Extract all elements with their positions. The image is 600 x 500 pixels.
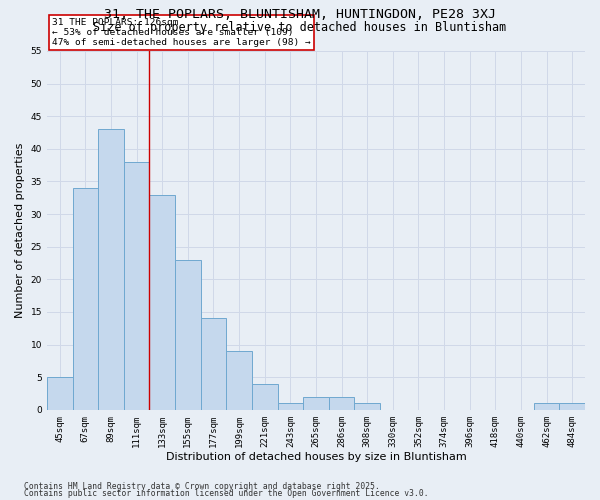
Bar (355, 404, 380, 410)
Bar (278, 404, 303, 410)
Text: Contains public sector information licensed under the Open Government Licence v3: Contains public sector information licen… (24, 490, 428, 498)
Text: Contains HM Land Registry data © Crown copyright and database right 2025.: Contains HM Land Registry data © Crown c… (24, 482, 380, 491)
Y-axis label: Number of detached properties: Number of detached properties (15, 142, 25, 318)
Bar (200, 318, 226, 410)
Bar (329, 397, 355, 410)
Bar (226, 351, 252, 410)
Bar (175, 260, 200, 410)
Text: 31, THE POPLARS, BLUNTISHAM, HUNTINGDON, PE28 3XJ: 31, THE POPLARS, BLUNTISHAM, HUNTINGDON,… (104, 8, 496, 20)
Bar (559, 404, 585, 410)
Bar (73, 188, 98, 410)
Text: Size of property relative to detached houses in Bluntisham: Size of property relative to detached ho… (94, 21, 506, 34)
Text: 31 THE POPLARS: 126sqm
← 53% of detached houses are smaller (109)
47% of semi-de: 31 THE POPLARS: 126sqm ← 53% of detached… (52, 18, 311, 48)
Bar (124, 162, 149, 410)
Bar (534, 404, 559, 410)
X-axis label: Distribution of detached houses by size in Bluntisham: Distribution of detached houses by size … (166, 452, 466, 462)
Bar (252, 384, 278, 410)
Bar (303, 397, 329, 410)
Bar (47, 377, 73, 410)
Bar (149, 194, 175, 410)
Bar (98, 130, 124, 410)
